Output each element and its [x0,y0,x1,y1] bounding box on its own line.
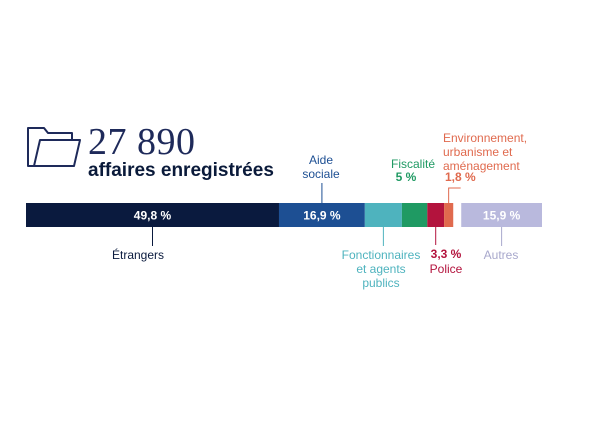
bar-segment-police [427,203,445,227]
label-etrangers: Étrangers [112,248,165,262]
label-fiscalite: Fiscalité [390,157,435,171]
label-aide-sociale: Aide sociale [302,153,340,181]
total-cases-number: 27 890 [88,121,196,163]
label-environnement: Environnement, urbanisme et aménagement [443,131,528,173]
folder-icon [27,127,81,167]
label-autres: Autres [483,248,519,262]
value-label-autres: 15,9 % [483,209,521,223]
bar-segment-fonctionnaires-et-agents-publics [364,203,402,227]
leader-environnement [448,187,461,203]
label-police-pct: 3,3 % [430,247,462,261]
label-police: Police [429,262,463,276]
value-label-etrangers: 49,8 % [134,209,172,223]
bar-segment-aide-sociale [278,203,365,227]
bar-segment-fiscalite [401,203,428,227]
total-cases-caption: affaires enregistrées [88,160,274,181]
label-environnement-pct: 1,8 % [445,170,476,184]
label-fonctionnaires: Fonctionnaires et agents publics [341,248,421,290]
value-label-aide-sociale: 16,9 % [303,209,341,223]
bar-segment-autres [461,203,542,227]
label-fiscalite-pct: 5 % [395,170,417,184]
bar-segment-etrangers [26,203,279,227]
bar-segment-environnement-urbanisme-et-amenagement [444,203,454,227]
